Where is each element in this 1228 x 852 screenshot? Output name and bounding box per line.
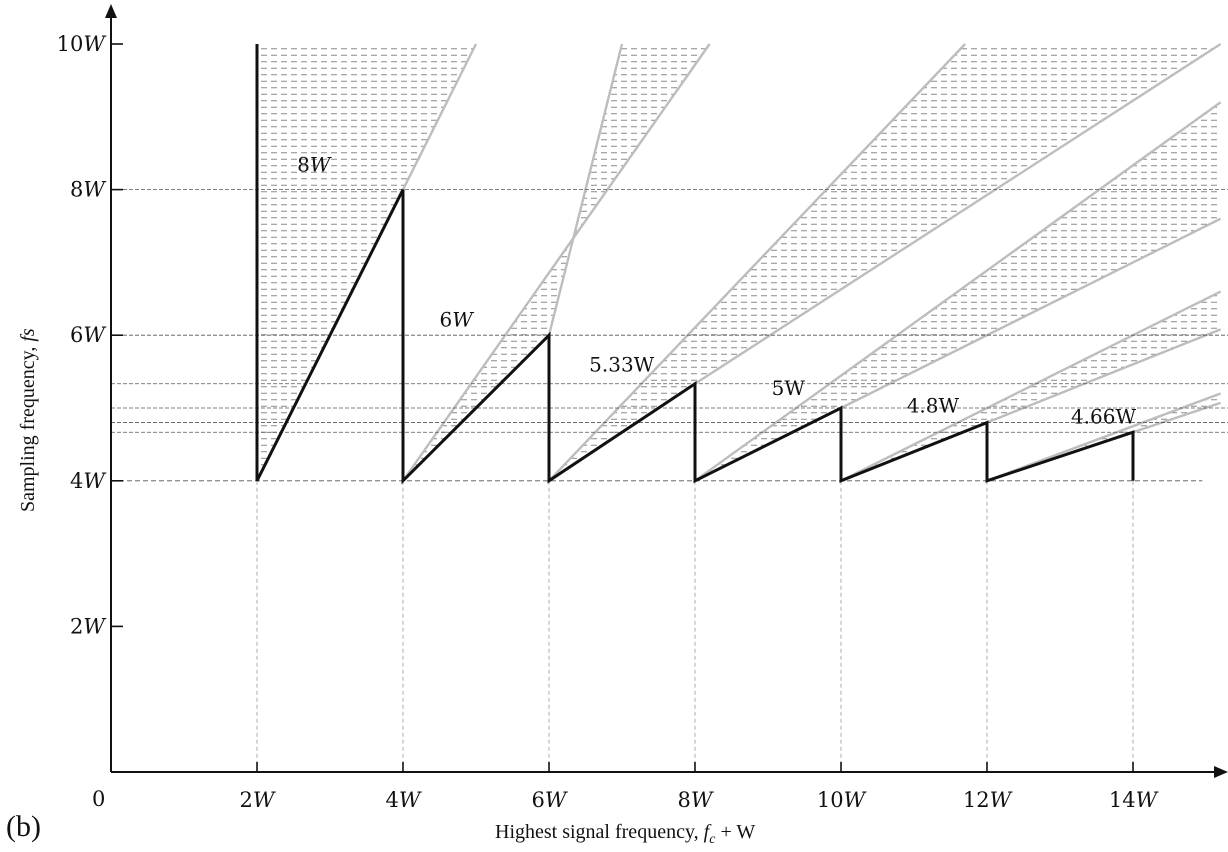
- y-tick-label-2: 4W: [70, 469, 107, 493]
- x-tick-label-2: 4W: [386, 788, 423, 812]
- x-axis-title: Highest signal frequency, fc + W: [495, 821, 755, 847]
- region-boundary-4-1: [694, 101, 1222, 482]
- y-tick-label-1: 2W: [70, 614, 107, 638]
- reference-lines: [111, 189, 1228, 772]
- axes: [105, 4, 1228, 778]
- y-tick-label-3: 6W: [70, 323, 107, 347]
- region-boundary-6-2: [1132, 401, 1221, 434]
- x-axis-arrow: [1214, 766, 1228, 778]
- y-tick-label-5: 10W: [57, 32, 108, 56]
- panel-label: (b): [6, 810, 41, 843]
- region-boundary-1-1: [401, 43, 478, 191]
- y-axis-title: Sampling frequency, fs: [17, 328, 39, 512]
- tick-labels: 2W 4W 6W 8W 10W 2W 4W 6W 8W 10W 12W 14W: [57, 32, 1160, 812]
- origin-label: 0: [92, 787, 105, 811]
- peak-label-4: 5W: [772, 376, 806, 400]
- y-axis-arrow: [105, 4, 117, 18]
- series-lines: [255, 44, 1135, 485]
- x-tick-label-6: 12W: [963, 788, 1014, 812]
- sawtooth-series-1: [255, 44, 1135, 485]
- x-tick-label-3: 6W: [532, 788, 569, 812]
- region-boundary-4-2: [840, 217, 1222, 410]
- x-tick-label-4: 8W: [678, 788, 715, 812]
- shaded-region-3: [549, 44, 1221, 481]
- y-tick-label-4: 8W: [70, 178, 107, 202]
- region-boundary-5-1: [840, 290, 1222, 482]
- x-tick-label-5: 10W: [817, 788, 868, 812]
- peak-label-5: 4.8W: [907, 393, 960, 417]
- region-boundary-2-1: [402, 43, 711, 482]
- peak-label-6: 4.66W: [1071, 404, 1137, 428]
- peak-label-3: 5.33W: [589, 353, 655, 377]
- x-tick-label-1: 2W: [240, 788, 277, 812]
- region-boundary-3-2: [694, 42, 1222, 385]
- peak-label-1: 8W: [297, 152, 332, 176]
- peak-labels: 8W 6W 5.33W 5W 4.8W 4.66W: [297, 152, 1136, 428]
- region-boundary-5-2: [986, 328, 1222, 424]
- peak-label-2: 6W: [440, 307, 475, 331]
- x-tick-label-7: 14W: [1109, 788, 1160, 812]
